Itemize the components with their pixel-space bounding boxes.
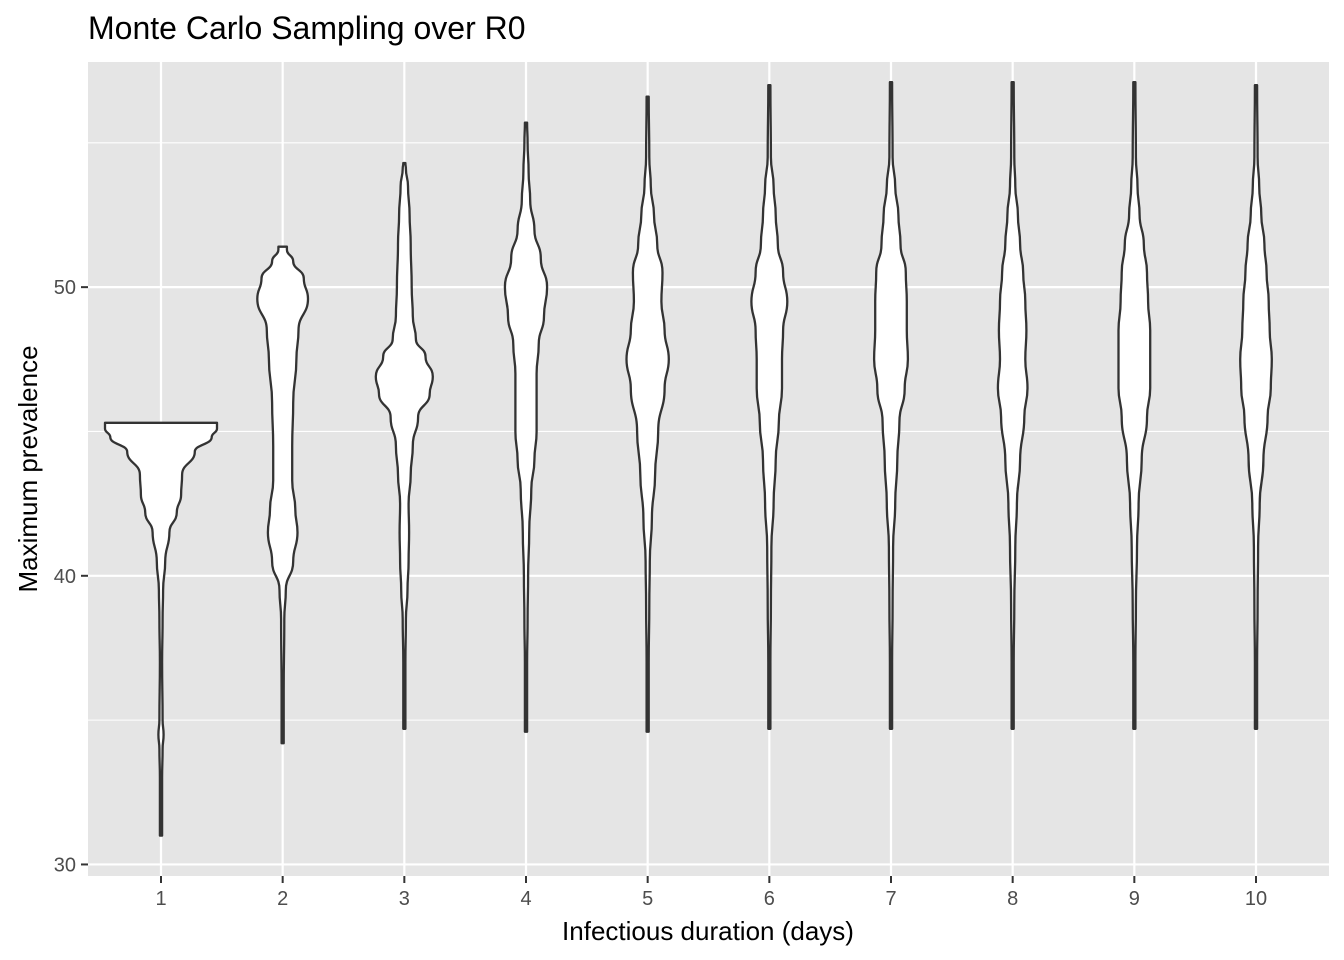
x-tick-label: 7	[885, 888, 896, 910]
x-tick-label: 9	[1129, 888, 1140, 910]
x-axis-title: Infectious duration (days)	[562, 916, 854, 946]
violin-5	[625, 95, 670, 733]
x-tick-label: 5	[642, 888, 653, 910]
x-tick-label: 4	[520, 888, 531, 910]
violin-9	[1117, 81, 1152, 730]
x-axis: 1 2 3 4 5 6 7 8 9 10	[155, 876, 1267, 910]
violin-3	[374, 161, 434, 730]
x-tick-label: 3	[399, 888, 410, 910]
violins	[103, 81, 1273, 837]
chart-title: Monte Carlo Sampling over R0	[88, 10, 526, 46]
violin-4	[503, 121, 549, 733]
y-tick-label: 40	[54, 566, 76, 588]
violin-6	[750, 83, 789, 730]
x-tick-label: 8	[1007, 888, 1018, 910]
y-axis-title: Maximum prevalence	[13, 345, 43, 592]
y-axis: 30 40 50	[54, 277, 88, 876]
violin-8	[996, 81, 1029, 730]
violin-1	[103, 421, 219, 837]
y-tick-label: 30	[54, 854, 76, 876]
plot-panel	[88, 62, 1329, 876]
x-tick-label: 1	[155, 888, 166, 910]
y-tick-label: 50	[54, 277, 76, 299]
x-tick-label: 6	[764, 888, 775, 910]
violin-2	[256, 245, 310, 745]
x-tick-label: 10	[1245, 888, 1267, 910]
violin-10	[1239, 83, 1273, 730]
violin-7	[872, 81, 910, 730]
x-tick-label: 2	[277, 888, 288, 910]
